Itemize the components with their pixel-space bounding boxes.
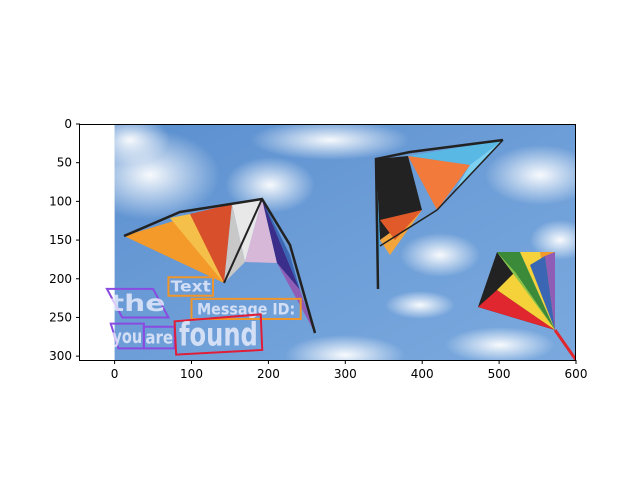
y-tick-label: 50	[57, 156, 72, 170]
x-tick-label: 500	[488, 367, 511, 381]
text-annotations: the Text Message ID: you are found	[105, 276, 302, 356]
annotation-word: you	[112, 325, 142, 348]
annotation-word: Message ID:	[197, 300, 295, 319]
sky-kites-photo	[114, 124, 577, 360]
kite-left	[123, 197, 317, 334]
annotation-box	[190, 297, 302, 320]
annotation-word: the	[110, 291, 165, 317]
x-axis: 0 100 200 300 400 500 600	[111, 360, 588, 381]
x-tick-label: 400	[411, 367, 434, 381]
x-tick-label: 100	[180, 367, 203, 381]
annotation-box	[142, 325, 176, 350]
y-tick-label: 300	[49, 349, 72, 363]
annotation-word: Text	[171, 278, 211, 296]
axes-frame	[79, 124, 576, 361]
annotation-word: found	[179, 316, 258, 354]
annotation-box	[167, 276, 215, 297]
y-tick-label: 200	[49, 272, 72, 286]
kite-right	[478, 252, 577, 360]
y-axis: 0 50 100 150 200 250 300	[49, 117, 80, 363]
x-tick-label: 600	[565, 367, 588, 381]
y-tick-label: 250	[49, 310, 72, 324]
y-tick-label: 100	[49, 194, 72, 208]
kite-middle	[374, 138, 504, 290]
y-tick-label: 0	[64, 117, 72, 131]
annotation-word: are	[145, 329, 173, 349]
y-tick-label: 150	[49, 233, 72, 247]
annotation-box	[173, 313, 264, 356]
annotation-box	[105, 287, 171, 319]
x-tick-label: 200	[257, 367, 280, 381]
x-tick-label: 0	[111, 367, 119, 381]
x-tick-label: 300	[334, 367, 357, 381]
